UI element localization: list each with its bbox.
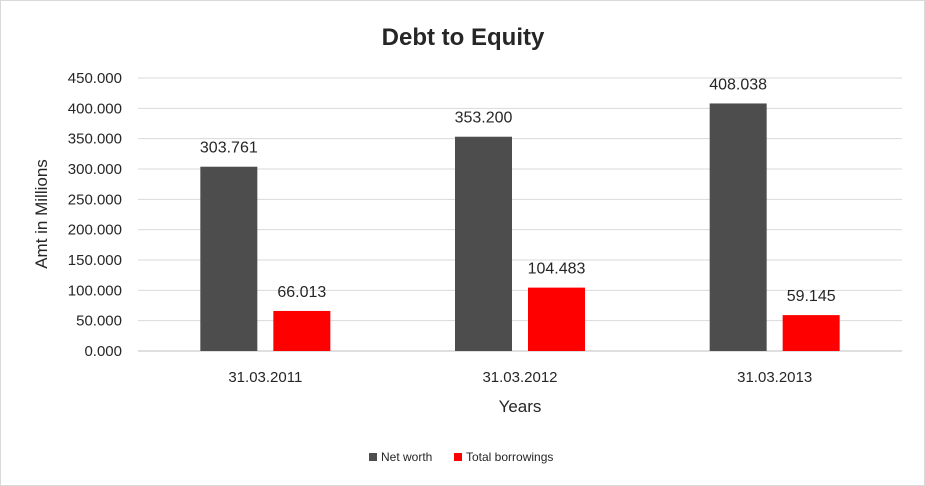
y-axis-title: Amt in Millions — [32, 159, 51, 269]
data-label: 408.038 — [709, 76, 767, 93]
y-tick-label: 400.000 — [68, 100, 122, 117]
data-label: 59.145 — [787, 288, 836, 305]
y-tick-label: 150.000 — [68, 252, 122, 269]
legend: Net worth Total borrowings — [369, 450, 553, 464]
y-tick-label: 300.000 — [68, 161, 122, 178]
legend-swatch — [454, 453, 462, 461]
y-tick-label: 100.000 — [68, 282, 122, 299]
legend-swatch — [369, 453, 377, 461]
gridlines — [138, 77, 902, 352]
x-tick-label: 31.03.2012 — [482, 369, 557, 386]
x-tick-label: 31.03.2013 — [737, 369, 812, 386]
bar — [528, 287, 585, 351]
y-tick-label: 0.000 — [84, 343, 122, 360]
x-tick-label: 31.03.2011 — [228, 369, 302, 386]
bar — [200, 166, 258, 351]
data-label: 66.013 — [277, 284, 326, 301]
bars — [200, 103, 840, 352]
y-tick-label: 200.000 — [68, 222, 122, 239]
bar — [273, 310, 331, 351]
legend-label: Total borrowings — [466, 450, 553, 464]
y-tick-label: 250.000 — [68, 191, 122, 208]
y-axis-ticks: 0.000 50.000 100.000 150.000 200.000 250.000 3… — [68, 70, 122, 360]
bar — [455, 136, 512, 351]
y-tick-label: 350.000 — [68, 131, 122, 148]
x-axis-ticks: 31.03.2011 31.03.2012 31.03.2013 — [228, 369, 812, 386]
data-labels: 303.761 66.013 353.200 104.483 408.038 59.145 — [200, 76, 836, 305]
legend-label: Net worth — [381, 450, 432, 464]
data-label: 104.483 — [528, 261, 586, 278]
y-tick-label: 450.000 — [68, 70, 122, 87]
bar — [782, 315, 840, 351]
data-label: 303.761 — [200, 140, 258, 157]
bar — [709, 103, 767, 352]
data-label: 353.200 — [455, 110, 513, 127]
x-axis-title: Years — [499, 397, 542, 416]
chart-title: Debt to Equity — [382, 24, 545, 51]
y-tick-label: 50.000 — [76, 313, 122, 330]
